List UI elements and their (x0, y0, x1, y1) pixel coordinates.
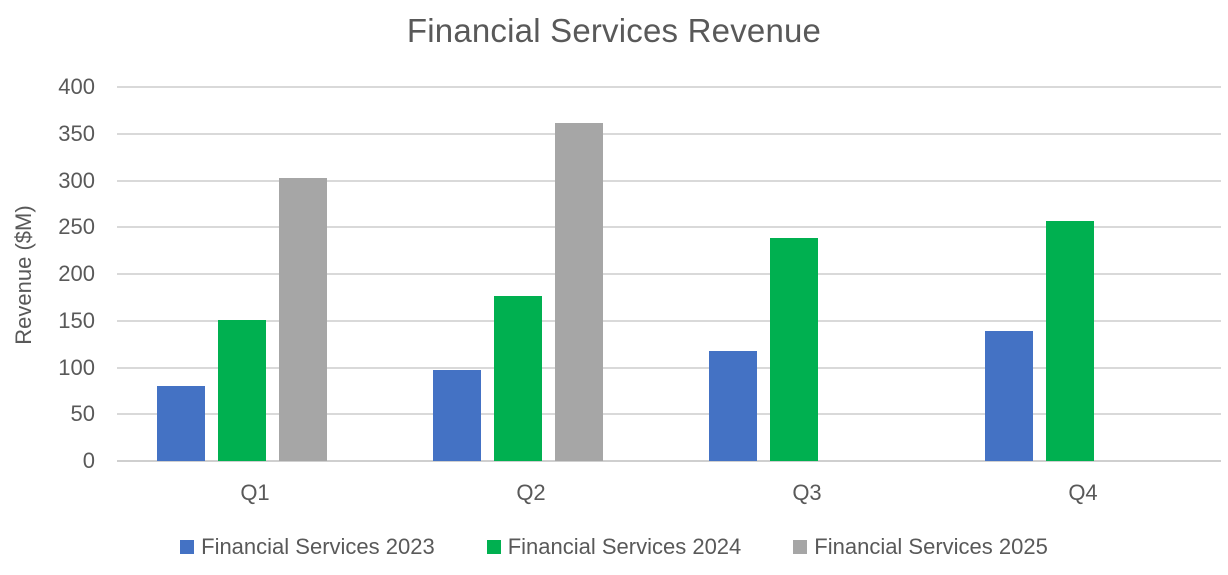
bar-q3-series-2 (770, 238, 818, 461)
y-tick-label: 0 (82, 448, 95, 473)
legend-label: Financial Services 2024 (507, 534, 742, 559)
gridline (117, 132, 1221, 135)
bar-q4-series-2 (1046, 220, 1094, 461)
legend-swatch-icon (180, 540, 195, 554)
bar-q2-series-2 (494, 296, 542, 461)
bar-q1-series-1 (157, 386, 205, 461)
gridline (117, 226, 1221, 229)
chart-title: Financial Services Revenue (406, 12, 822, 49)
legend-label: Financial Services 2025 (814, 534, 1048, 559)
bar-q1-series-2 (218, 319, 266, 461)
bar-q1-series-3 (279, 177, 327, 461)
bar-q2-series-3 (555, 122, 603, 461)
gridline (117, 273, 1221, 275)
x-tick-label-q2: Q2 (516, 480, 546, 505)
gridline (117, 86, 1221, 88)
bar-q3-series-1 (709, 350, 757, 461)
legend-swatch-icon (486, 540, 501, 554)
y-tick-label: 150 (58, 307, 95, 333)
legend-item: Financial Services 2023 (180, 534, 435, 560)
bar-q2-series-1 (433, 370, 481, 461)
gridline (117, 366, 1221, 369)
y-tick-label: 100 (58, 354, 95, 380)
y-tick-label: 250 (58, 214, 95, 240)
gridline (117, 319, 1221, 322)
x-tick-label-q4: Q4 (1068, 480, 1098, 505)
legend-item: Financial Services 2024 (486, 534, 742, 560)
y-tick-label: 200 (58, 261, 95, 286)
x-axis-line (117, 460, 1221, 462)
legend-swatch-icon (793, 540, 808, 554)
legend: Financial Services 2023 Financial Service… (0, 534, 1228, 560)
y-tick-label: 350 (58, 120, 95, 146)
bar-q4-series-1 (985, 331, 1033, 461)
x-tick-label-q3: Q3 (792, 480, 822, 505)
legend-item: Financial Services 2025 (793, 534, 1048, 560)
y-tick-label: 50 (70, 401, 95, 427)
gridline (117, 179, 1221, 182)
y-tick-label: 400 (58, 74, 95, 99)
y-tick-label: 300 (58, 167, 95, 193)
x-tick-label-q1: Q1 (240, 480, 270, 505)
legend-label: Financial Services 2023 (201, 534, 435, 559)
gridline (117, 413, 1221, 416)
